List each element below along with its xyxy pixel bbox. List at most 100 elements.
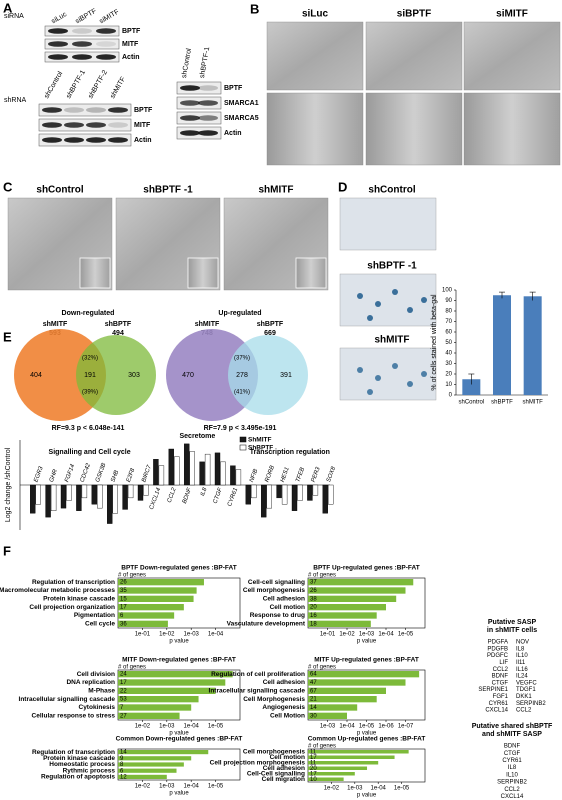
bar <box>266 484 272 509</box>
category-label: M-Phase <box>88 688 115 695</box>
blot-strip <box>38 133 132 147</box>
bar <box>220 461 226 486</box>
gene: VEGFC <box>516 680 537 686</box>
category-label: Cell-cell signalling <box>248 579 305 586</box>
category-label: HES1 <box>280 466 291 483</box>
y-tick-label: 20 <box>445 372 452 378</box>
bar <box>307 484 313 501</box>
blot-band <box>180 115 200 121</box>
category-label: BDNF <box>182 487 193 505</box>
bar <box>183 443 190 486</box>
blot-band <box>108 107 128 113</box>
x-tick-label: shControl <box>458 400 484 406</box>
blot-band <box>108 137 128 143</box>
category-label: Cell adhesion <box>263 765 305 772</box>
blot-band <box>48 28 68 34</box>
bar <box>118 595 194 602</box>
row-label: Actin <box>122 54 140 61</box>
y-tick-label: 0 <box>449 393 453 399</box>
list-title: in shMITF cells <box>487 627 537 634</box>
count-label: 26 <box>310 588 317 594</box>
category-label: Cell migration <box>262 776 305 783</box>
x-axis-label: p value <box>169 731 189 737</box>
bar <box>158 465 165 486</box>
panel-label: A <box>3 0 13 15</box>
bar <box>45 484 51 518</box>
section-title: Signalling and Cell cycle <box>49 449 131 456</box>
chart-title: MITF Down-regulated genes :BP-FAT <box>122 657 236 664</box>
legend-label: ShMITF <box>248 437 271 444</box>
bar <box>118 687 216 694</box>
panel-label: E <box>3 329 12 344</box>
category-label: Response to drug <box>250 612 305 619</box>
bar <box>91 484 98 505</box>
gene: SERPINB2 <box>497 780 527 786</box>
bar <box>118 762 184 767</box>
list-title: Putative SASP <box>488 619 537 626</box>
gene: CCL2 <box>493 667 509 673</box>
blot-band <box>64 122 84 128</box>
x-tick-label: 1e-01 <box>320 632 336 638</box>
count-header: # of genes <box>118 573 146 579</box>
venn-circle <box>228 335 308 415</box>
bar <box>118 671 233 678</box>
bar <box>76 484 82 511</box>
blot-band <box>180 100 200 106</box>
row-label: BPTF <box>224 85 243 92</box>
x-tick-label: 1e-04 <box>378 632 394 638</box>
legend-label: ShBPTF <box>248 445 273 452</box>
bar <box>118 620 168 627</box>
venn-total: 494 <box>112 330 124 337</box>
venn-count: 278 <box>236 372 248 379</box>
count-label: 7 <box>120 705 124 711</box>
bar <box>308 620 371 627</box>
plot-frame <box>307 748 426 783</box>
blot-band <box>198 130 218 136</box>
category-label: Cell projection organization <box>29 604 115 611</box>
count-label: 37 <box>310 580 317 586</box>
bar <box>112 484 118 514</box>
x-tick-label: 1e-04 <box>208 632 224 638</box>
count-label: 36 <box>120 621 127 627</box>
gene: IL10 <box>506 772 518 778</box>
category-label: Rythmic process <box>63 767 116 774</box>
category-label: NFIB <box>249 468 259 483</box>
x-tick-label: 1e-03 <box>359 632 375 638</box>
x-tick-label: 1e-05 <box>208 784 224 790</box>
bar <box>122 484 128 510</box>
bar <box>137 484 144 501</box>
venn-stat: RF=7.9 p < 3.495e-191 <box>204 425 277 432</box>
count-label: 21 <box>310 697 317 703</box>
bar <box>66 484 72 501</box>
category-label: Regulation of transcription <box>32 749 115 756</box>
category-label: Protein kinase cascade <box>43 596 115 603</box>
blot-band <box>64 137 84 143</box>
column-label: siBPTF <box>397 9 431 20</box>
bar <box>118 696 199 703</box>
category-label: Cell cycle <box>85 621 115 628</box>
x-axis-label: p value <box>357 793 377 799</box>
panel-label: C <box>3 179 13 194</box>
bar <box>308 750 409 754</box>
blot-band <box>72 28 92 34</box>
venn-circle <box>166 329 258 421</box>
column-label: shMITF <box>259 185 294 196</box>
chart-title: BPTF Down-regulated genes :BP-FAT <box>121 565 236 572</box>
row-label: SMARCA5 <box>224 115 259 122</box>
count-label: 15 <box>120 596 127 602</box>
category-label: Cell morphogenesis <box>243 748 306 755</box>
bar <box>308 777 344 781</box>
venn-set: shBPTF <box>257 321 284 328</box>
stained-cell <box>392 363 398 369</box>
bar <box>235 469 242 486</box>
y-tick-label: 70 <box>445 319 452 325</box>
count-header: # of genes <box>308 665 336 671</box>
bar <box>245 484 252 505</box>
bar <box>35 484 41 505</box>
bar <box>308 766 368 770</box>
x-tick-label: 1e-07 <box>398 724 414 730</box>
category-label: Regulation of transcription <box>32 579 115 586</box>
bar <box>143 484 149 496</box>
micrograph-inset <box>79 257 111 289</box>
